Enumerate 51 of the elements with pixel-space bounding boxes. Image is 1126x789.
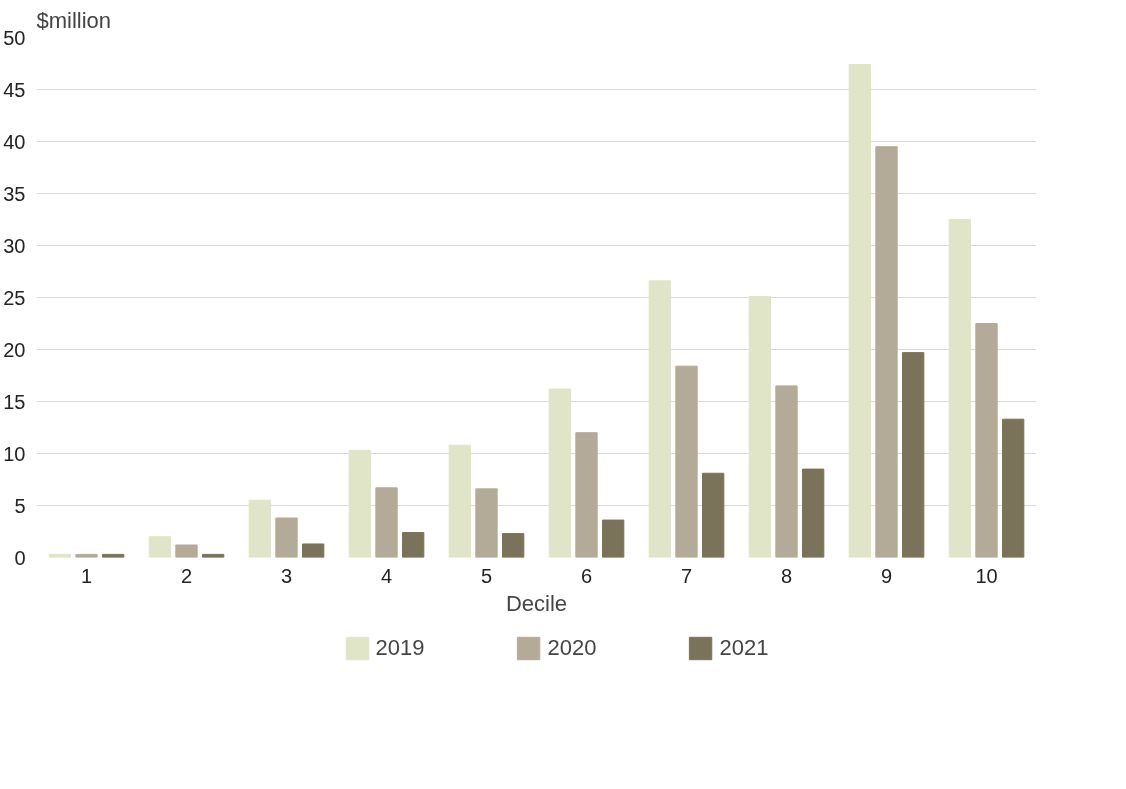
legend-label: 2020: [547, 635, 597, 661]
bar: [702, 472, 725, 558]
bar: [975, 323, 998, 558]
bar: [448, 444, 471, 558]
bar: [148, 536, 171, 558]
x-tick-label: 3: [280, 564, 293, 587]
y-tick-label: 35: [3, 182, 26, 205]
bar: [802, 468, 825, 558]
y-tick-label: 40: [3, 130, 26, 153]
x-tick-label: 9: [880, 564, 893, 587]
x-axis-title: Decile: [505, 590, 568, 616]
bar: [475, 488, 498, 558]
y-axis-title: $million: [36, 7, 112, 33]
y-tick-label: 20: [3, 338, 26, 361]
legend-label: 2019: [375, 635, 425, 661]
y-tick-label: 50: [3, 26, 26, 49]
x-tick-label: 1: [80, 564, 93, 587]
y-tick-label: 25: [3, 286, 26, 309]
bar: [248, 499, 271, 558]
y-tick-label: 15: [3, 390, 26, 413]
x-tick-label: 4: [380, 564, 393, 587]
x-tick-label: 10: [975, 564, 998, 587]
bar: [775, 385, 798, 558]
bar: [1002, 418, 1025, 558]
y-tick-label: 30: [3, 234, 26, 257]
bar: [902, 352, 925, 558]
x-tick-label: 5: [480, 564, 493, 587]
bar: [675, 365, 698, 558]
bar: [402, 532, 425, 558]
y-tick-label: 0: [14, 546, 26, 569]
bar: [602, 519, 625, 558]
x-tick-label: 2: [180, 564, 193, 587]
bar: [748, 295, 771, 558]
legend-label: 2021: [719, 635, 769, 661]
bar: [875, 146, 898, 558]
x-tick-label: 8: [780, 564, 793, 587]
y-tick-label: 5: [14, 494, 26, 517]
bar: [502, 533, 525, 558]
y-tick-label: 45: [3, 78, 26, 101]
bar: [275, 517, 298, 558]
bar: [948, 219, 971, 558]
bar: [548, 388, 571, 558]
bar: [348, 449, 371, 558]
bar: [302, 543, 325, 558]
bar: [648, 280, 671, 558]
y-tick-label: 10: [3, 442, 26, 465]
bar: [575, 432, 598, 558]
x-tick-label: 7: [680, 564, 693, 587]
bar: [375, 487, 398, 558]
x-tick-label: 6: [580, 564, 593, 587]
bar: [175, 544, 198, 558]
